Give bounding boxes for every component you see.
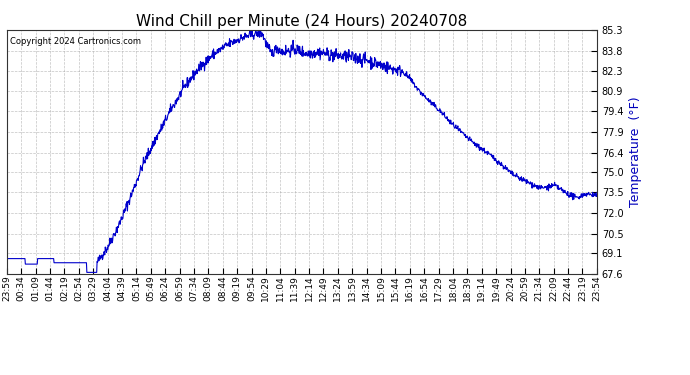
Title: Wind Chill per Minute (24 Hours) 20240708: Wind Chill per Minute (24 Hours) 2024070…	[136, 14, 468, 29]
Y-axis label: Temperature  (°F): Temperature (°F)	[629, 97, 642, 207]
Text: Copyright 2024 Cartronics.com: Copyright 2024 Cartronics.com	[10, 38, 141, 46]
